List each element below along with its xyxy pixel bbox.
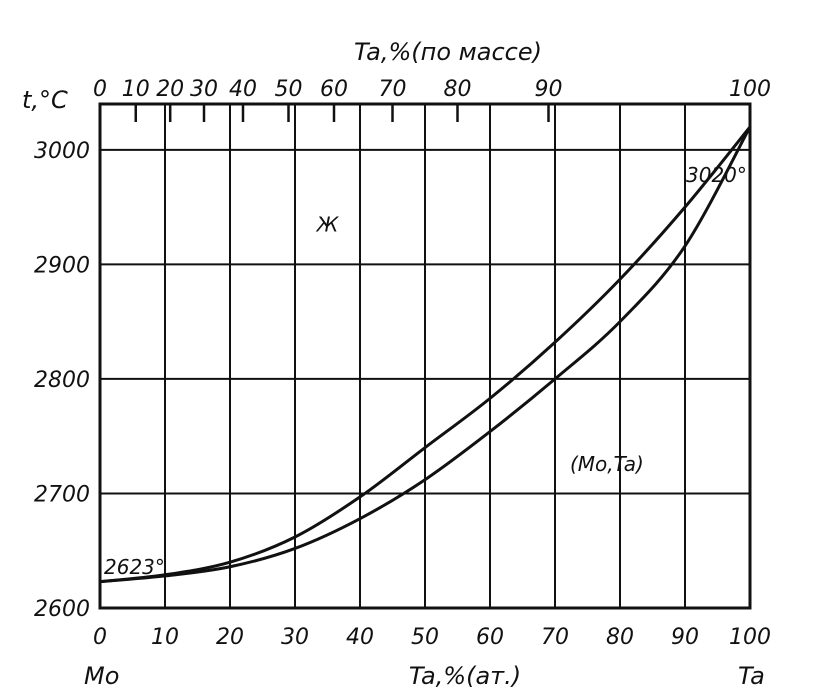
top-axis-tick-marks — [98, 104, 752, 122]
melting-point-ta-label: 3020° — [686, 163, 747, 187]
solidus-curve — [98, 125, 752, 584]
x-tick-label-top: 30 — [190, 77, 218, 102]
x-tick-label-bottom: 30 — [281, 625, 309, 650]
tick-labels: 0 10 20 30 40 50 60 70 80 90 100260027002800290030… — [34, 77, 771, 650]
x-tick-label-bottom: 60 — [476, 625, 504, 650]
element-mo-label: Mo — [84, 662, 119, 690]
y-tick-label: 2800 — [34, 368, 90, 393]
grid — [99, 104, 751, 609]
y-tick-label: 3000 — [34, 139, 90, 164]
x-tick-label-top: 40 — [229, 77, 257, 102]
x-tick-label-bottom: 90 — [671, 625, 699, 650]
x-tick-label-top: 20 — [156, 77, 184, 102]
element-ta-label: Ta — [738, 662, 765, 690]
x-tick-label-top: 10 — [122, 77, 150, 102]
y-axis-label: t,°C — [22, 86, 68, 114]
x-tick-label-bottom: 70 — [541, 625, 569, 650]
x-tick-label-top: 60 — [320, 77, 348, 102]
x-tick-label-top: 70 — [379, 77, 407, 102]
y-tick-label: 2700 — [34, 482, 90, 507]
x-tick-label-bottom: 80 — [606, 625, 634, 650]
x-tick-label-top: 0 — [93, 77, 107, 102]
x-tick-label-bottom: 10 — [151, 625, 179, 650]
x-tick-label-top: 50 — [275, 77, 303, 102]
x-tick-label-bottom: 50 — [411, 625, 439, 650]
y-tick-label: 2900 — [34, 253, 90, 278]
liquidus-curve — [98, 125, 752, 584]
x-tick-label-bottom: 100 — [729, 625, 771, 650]
x-tick-label-top: 80 — [444, 77, 472, 102]
y-tick-label: 2600 — [34, 597, 90, 622]
melting-point-mo-label: 2623° — [104, 555, 165, 579]
x-tick-label-bottom: 20 — [216, 625, 244, 650]
top-axis-label: Ta,%(по массе) — [354, 38, 542, 66]
solid-solution-region-label: (Mo,Ta) — [570, 452, 644, 476]
x-tick-label-bottom: 0 — [93, 625, 107, 650]
x-tick-label-top: 100 — [729, 77, 771, 102]
x-tick-label-bottom: 40 — [346, 625, 374, 650]
curves — [98, 125, 752, 584]
plot-frame — [98, 102, 752, 610]
x-tick-label-top: 90 — [535, 77, 563, 102]
bottom-axis-label: Ta,%(ат.) — [409, 662, 521, 690]
liquid-region-label: Ж — [315, 212, 340, 236]
